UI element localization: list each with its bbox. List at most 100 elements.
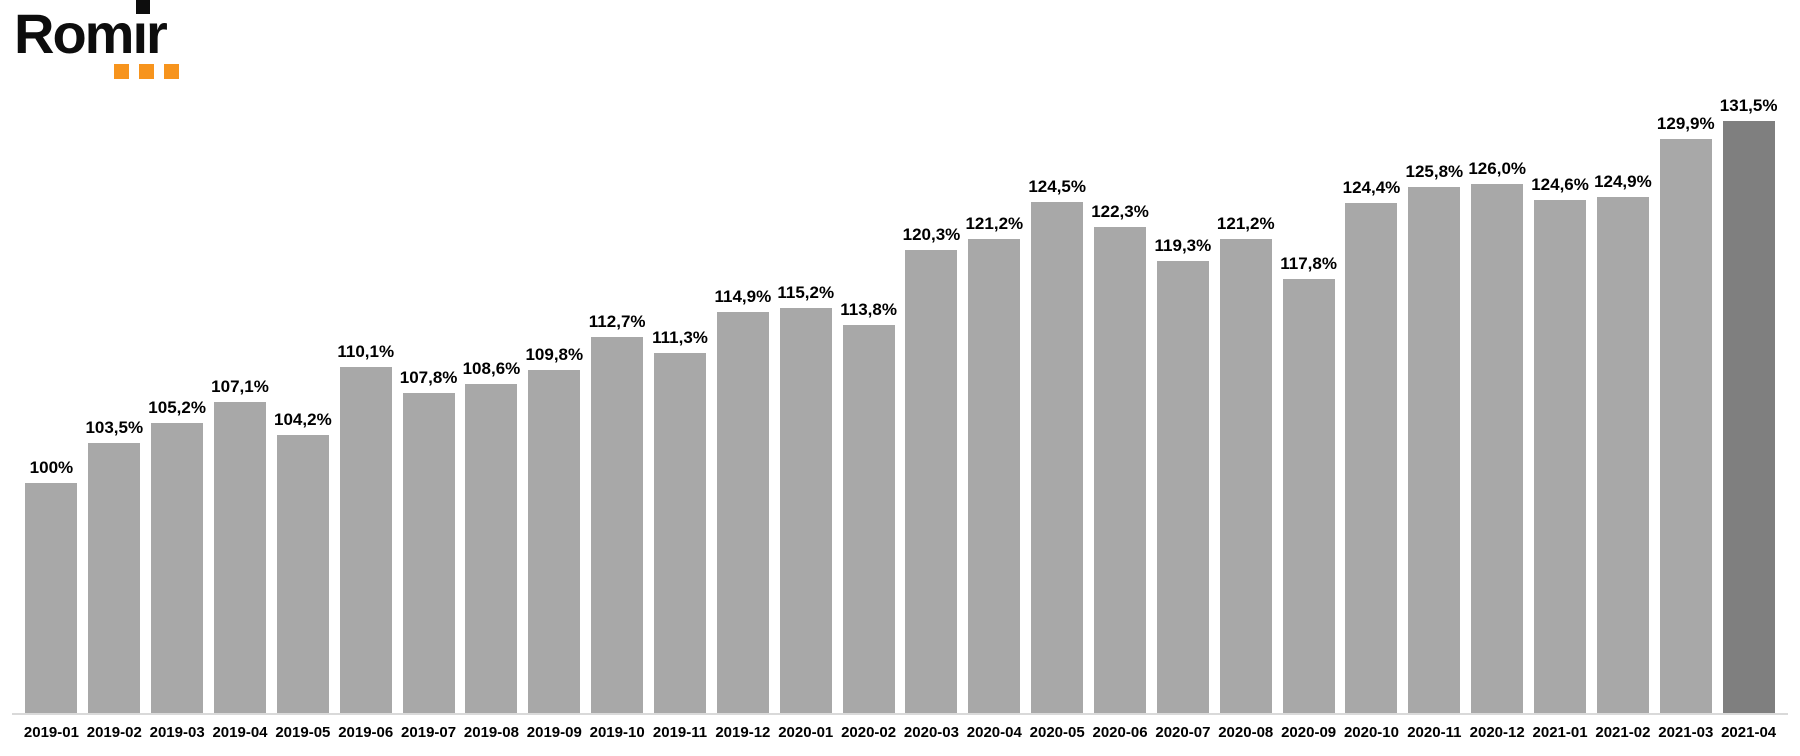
bar: 119,3% xyxy=(1155,236,1211,713)
bar-category-label: 2019-04 xyxy=(212,724,268,741)
bar-category-label: 2019-08 xyxy=(463,724,519,741)
bar-category-label: 2021-04 xyxy=(1721,724,1777,741)
bar: 124,9% xyxy=(1594,172,1652,713)
bar-value-label: 125,8% xyxy=(1405,161,1464,181)
bar: 121,2% xyxy=(1217,214,1275,713)
romir-logo-text: Romır xyxy=(14,2,168,65)
bar: 110,1% xyxy=(337,342,394,713)
bar-column: 121,2% 2020-08 xyxy=(1214,121,1277,740)
bar-category-label: 2019-12 xyxy=(715,724,771,741)
bar-category-label: 2020-08 xyxy=(1218,724,1274,741)
bar-column: 131,5% 2021-04 xyxy=(1717,96,1780,740)
bar-category-label: 2019-06 xyxy=(338,724,394,741)
orange-dot xyxy=(114,64,129,79)
bar: 109,8% xyxy=(525,345,583,713)
bar-category-label: 2020-01 xyxy=(778,724,834,741)
bar-value-label: 117,8% xyxy=(1280,253,1337,273)
bar: 126,0% xyxy=(1468,159,1526,713)
bar-category-label: 2020-10 xyxy=(1343,724,1399,741)
bar-column: 125,8% 2020-11 xyxy=(1403,121,1466,741)
bar-column: 112,7% 2019-10 xyxy=(586,121,649,740)
bar-value-label: 105,2% xyxy=(148,398,206,418)
bar-column: 115,2% 2020-01 xyxy=(774,121,837,740)
bar: 112,7% xyxy=(589,312,646,713)
romir-logo-i-dot xyxy=(136,0,150,14)
bar-value-label: 112,7% xyxy=(588,312,646,332)
bar-category-label: 2020-09 xyxy=(1281,724,1337,741)
bar-value-label: 111,3% xyxy=(652,328,708,348)
bar: 111,3% xyxy=(652,328,708,713)
bar-category-label: 2020-06 xyxy=(1092,724,1148,741)
bar-value-label: 107,1% xyxy=(211,376,269,396)
bar-column: 109,8% 2019-09 xyxy=(523,121,586,740)
bar: 115,2% xyxy=(777,283,834,713)
bar-category-label: 2021-02 xyxy=(1595,724,1651,741)
bar-category-label: 2019-01 xyxy=(23,724,79,741)
bar-column: 126,0% 2020-12 xyxy=(1466,121,1529,740)
bar-column: 122,3% 2020-06 xyxy=(1089,121,1152,740)
bar-value-label: 119,3% xyxy=(1154,236,1212,256)
bar-value-label: 107,8% xyxy=(399,368,458,388)
bar-value-label: 113,8% xyxy=(840,299,897,319)
bar-column: 107,8% 2019-07 xyxy=(397,121,460,740)
bar: 117,8% xyxy=(1280,254,1337,713)
bar-category-label: 2021-01 xyxy=(1532,724,1588,741)
bar-column: 113,8% 2020-02 xyxy=(837,121,900,741)
bar-value-label: 108,6% xyxy=(462,359,521,379)
bar-column: 110,1% 2019-06 xyxy=(334,121,397,740)
bar-column: 107,1% 2019-04 xyxy=(209,121,272,741)
bar-value-label: 104,2% xyxy=(274,409,332,429)
bar-category-label: 2020-12 xyxy=(1469,724,1525,741)
bar: 121,2% xyxy=(965,214,1023,713)
orange-dot xyxy=(139,64,154,79)
bar-column: 111,3% 2019-11 xyxy=(649,121,712,740)
bar-category-label: 2019-05 xyxy=(275,724,331,741)
bar-value-label: 115,2% xyxy=(777,283,835,303)
bar-chart-bars: 100% 2019-01 103,5% 2019-02 105,2% 2019-03 107… xyxy=(20,96,1780,741)
bar: 125,8% xyxy=(1405,162,1463,713)
romir-logo: Romır xyxy=(14,0,254,86)
bar: 122,3% xyxy=(1091,202,1149,713)
bar-value-label: 121,2% xyxy=(1216,214,1275,234)
bar: 100% xyxy=(25,458,78,713)
bar: 114,9% xyxy=(715,287,771,713)
bar: 103,5% xyxy=(85,418,143,713)
bar-category-label: 2019-03 xyxy=(149,724,205,741)
bar-value-label: 124,9% xyxy=(1594,171,1652,191)
bar: 124,4% xyxy=(1343,178,1400,713)
bar-value-label: 120,3% xyxy=(902,224,961,244)
bar-category-label: 2020-04 xyxy=(966,724,1022,741)
bar-column: 104,2% 2019-05 xyxy=(271,121,334,740)
bar-value-label: 124,5% xyxy=(1028,176,1087,196)
bar: 107,1% xyxy=(211,377,269,713)
bar-value-label: 100% xyxy=(29,458,74,478)
bar-column: 108,6% 2019-08 xyxy=(460,121,523,740)
romir-logo-orange-dots xyxy=(114,64,179,79)
bar-category-label: 2020-02 xyxy=(841,724,897,741)
bar: 120,3% xyxy=(903,225,960,713)
bar-value-label: 126,0% xyxy=(1468,159,1527,179)
bar-column: 124,9% 2021-02 xyxy=(1591,121,1654,740)
bar-category-label: 2019-09 xyxy=(526,724,582,741)
x-axis-line xyxy=(12,713,1788,715)
bar-value-label: 131,5% xyxy=(1719,96,1778,115)
bar: 124,6% xyxy=(1531,175,1589,713)
bar-column: 105,2% 2019-03 xyxy=(146,121,209,740)
bar-column: 119,3% 2020-07 xyxy=(1151,121,1214,740)
orange-dot xyxy=(164,64,179,79)
bar-category-label: 2019-10 xyxy=(589,724,645,741)
bar-value-label: 109,8% xyxy=(525,345,584,365)
bar: 129,9% xyxy=(1657,114,1715,713)
bar-category-label: 2019-11 xyxy=(652,724,708,741)
bar-column: 129,9% 2021-03 xyxy=(1654,114,1717,740)
bar-chart: 100% 2019-01 103,5% 2019-02 105,2% 2019-03 107… xyxy=(12,0,1788,756)
bar-column: 103,5% 2019-02 xyxy=(83,121,146,740)
bar-value-label: 122,3% xyxy=(1091,201,1149,221)
bar-value-label: 124,4% xyxy=(1342,177,1401,197)
bar-column: 121,2% 2020-04 xyxy=(963,121,1026,740)
bar-column: 114,9% 2019-12 xyxy=(711,121,774,740)
bar-category-label: 2020-05 xyxy=(1029,724,1085,741)
bar: 124,5% xyxy=(1028,177,1086,713)
bar-value-label: 121,2% xyxy=(965,214,1024,234)
bar-column: 124,5% 2020-05 xyxy=(1026,121,1089,741)
